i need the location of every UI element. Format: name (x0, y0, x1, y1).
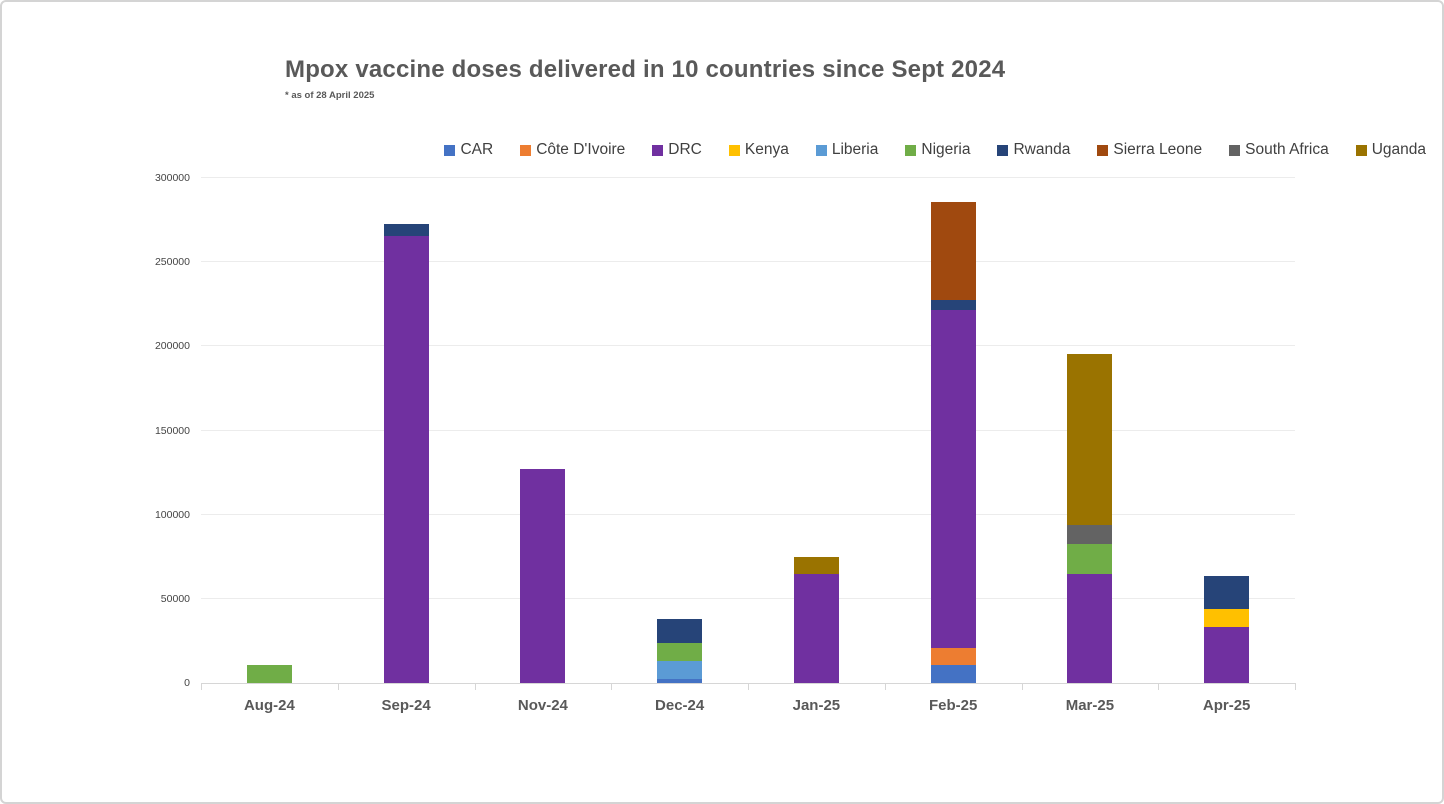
legend-swatch-icon (520, 144, 532, 156)
bar-segment-sierra-leone (930, 201, 976, 301)
gridline (201, 513, 1295, 515)
x-axis-tick (884, 683, 886, 690)
x-axis-tick (748, 683, 749, 690)
legend-swatch-icon (815, 144, 827, 156)
gridline (201, 597, 1295, 599)
bar-apr-25 (1204, 576, 1250, 683)
legend-item-car: CAR (444, 141, 493, 159)
legend-label: CAR (460, 141, 494, 158)
y-axis-label: 0 (184, 677, 190, 689)
legend-item-kenya: Kenya (728, 141, 789, 159)
x-axis-label-nov-24: Nov-24 (517, 697, 568, 714)
x-axis-tick (1021, 683, 1023, 690)
bar-segment-liberia (657, 661, 703, 679)
bar-dec-24 (657, 618, 703, 683)
legend-label: Sierra Leone (1113, 141, 1203, 158)
legend-item-c-te-d-ivoire: Côte D'Ivoire (520, 141, 625, 159)
legend-label: Côte D'Ivoire (536, 141, 626, 158)
x-axis-tick (474, 683, 476, 690)
bar-segment-drc (1067, 574, 1113, 683)
legend-label: South Africa (1245, 141, 1329, 158)
chart-title: Mpox vaccine doses delivered in 10 count… (285, 56, 1006, 83)
gridline (201, 261, 1295, 263)
bar-mar-25 (1067, 354, 1113, 683)
legend-item-sierra-leone: Sierra Leone (1097, 141, 1202, 159)
x-axis-tick (611, 683, 613, 690)
gridline (201, 429, 1295, 431)
plot-area: 0 50000 100000 150000 200000 250000 300000 Aug-… (155, 172, 1296, 714)
legend-item-rwanda: Rwanda (997, 141, 1070, 159)
bar-segment-nigeria (246, 665, 292, 683)
bar-segment-car (657, 678, 703, 683)
x-axis-tick (1295, 683, 1296, 690)
x-axis-label-mar-25: Mar-25 (1065, 697, 1115, 714)
bar-nov-24 (520, 468, 566, 683)
bar-segment-nigeria (1067, 543, 1113, 575)
legend-label: Nigeria (921, 141, 971, 158)
x-axis-label-sep-24: Sep-24 (381, 697, 431, 714)
bar-segment-kenya (1204, 609, 1250, 628)
y-axis-label: 150000 (154, 424, 190, 437)
x-axis-tick (337, 683, 339, 690)
legend-swatch-icon (728, 144, 740, 156)
legend-label: Uganda (1371, 141, 1426, 158)
bar-segment-drc (793, 574, 839, 683)
legend-label: Rwanda (1013, 141, 1071, 158)
bar-segment-rwanda (383, 224, 429, 237)
legend-item-south-africa: South Africa (1229, 141, 1329, 159)
bar-jan-25 (793, 556, 839, 683)
bar-segment-drc (930, 310, 976, 648)
chart-legend: CAR Côte D'Ivoire DRC Kenya Liberia Nigeria Rw… (202, 141, 1426, 159)
x-axis-label-jan-25: Jan-25 (792, 697, 841, 714)
bar-aug-24 (246, 665, 292, 683)
legend-label: Liberia (831, 141, 879, 158)
legend-item-nigeria: Nigeria (905, 141, 970, 159)
legend-label: Kenya (744, 141, 789, 158)
legend-swatch-icon (1229, 144, 1241, 156)
bar-segment-south-africa (1067, 525, 1113, 544)
bar-segment-uganda (1067, 354, 1113, 526)
bar-segment-c-te-d-ivoire (930, 647, 976, 666)
x-axis-tick (201, 683, 202, 690)
y-axis-label: 200000 (154, 340, 190, 353)
bar-segment-drc (383, 236, 429, 683)
legend-swatch-icon (1355, 144, 1367, 156)
bar-segment-rwanda (930, 300, 976, 311)
legend-label: DRC (668, 141, 702, 158)
gridline (201, 345, 1295, 347)
bar-segment-car (930, 665, 976, 683)
y-axis-label: 250000 (154, 256, 190, 269)
bar-segment-rwanda (1204, 576, 1250, 610)
y-axis-label: 100000 (154, 508, 190, 521)
y-axis-label: 300000 (154, 172, 190, 184)
bar-segment-nigeria (657, 642, 703, 662)
legend-item-uganda: Uganda (1355, 141, 1426, 159)
title-block: Mpox vaccine doses delivered in 10 count… (285, 56, 1005, 101)
legend-swatch-icon (905, 144, 917, 156)
legend-swatch-icon (1097, 144, 1109, 156)
gridline (201, 177, 1295, 178)
bar-sep-24 (383, 224, 429, 683)
y-axis-label: 50000 (160, 592, 190, 605)
legend-swatch-icon (652, 144, 664, 156)
legend-item-liberia: Liberia (815, 141, 879, 159)
bar-feb-25 (930, 201, 976, 683)
legend-swatch-icon (444, 144, 456, 156)
bar-segment-rwanda (657, 618, 703, 643)
x-axis-label-aug-24: Aug-24 (243, 697, 295, 714)
legend-swatch-icon (997, 144, 1009, 156)
x-axis-label-feb-25: Feb-25 (928, 697, 978, 714)
chart-subtitle: * as of 28 April 2025 (285, 90, 375, 101)
bar-segment-drc (1204, 627, 1250, 683)
x-axis-label-dec-24: Dec-24 (655, 697, 705, 714)
legend-item-drc: DRC (652, 141, 702, 159)
x-axis-tick (1158, 683, 1160, 690)
x-axis-label-apr-25: Apr-25 (1202, 697, 1251, 714)
bar-segment-drc (520, 468, 566, 683)
bar-segment-uganda (793, 556, 839, 575)
